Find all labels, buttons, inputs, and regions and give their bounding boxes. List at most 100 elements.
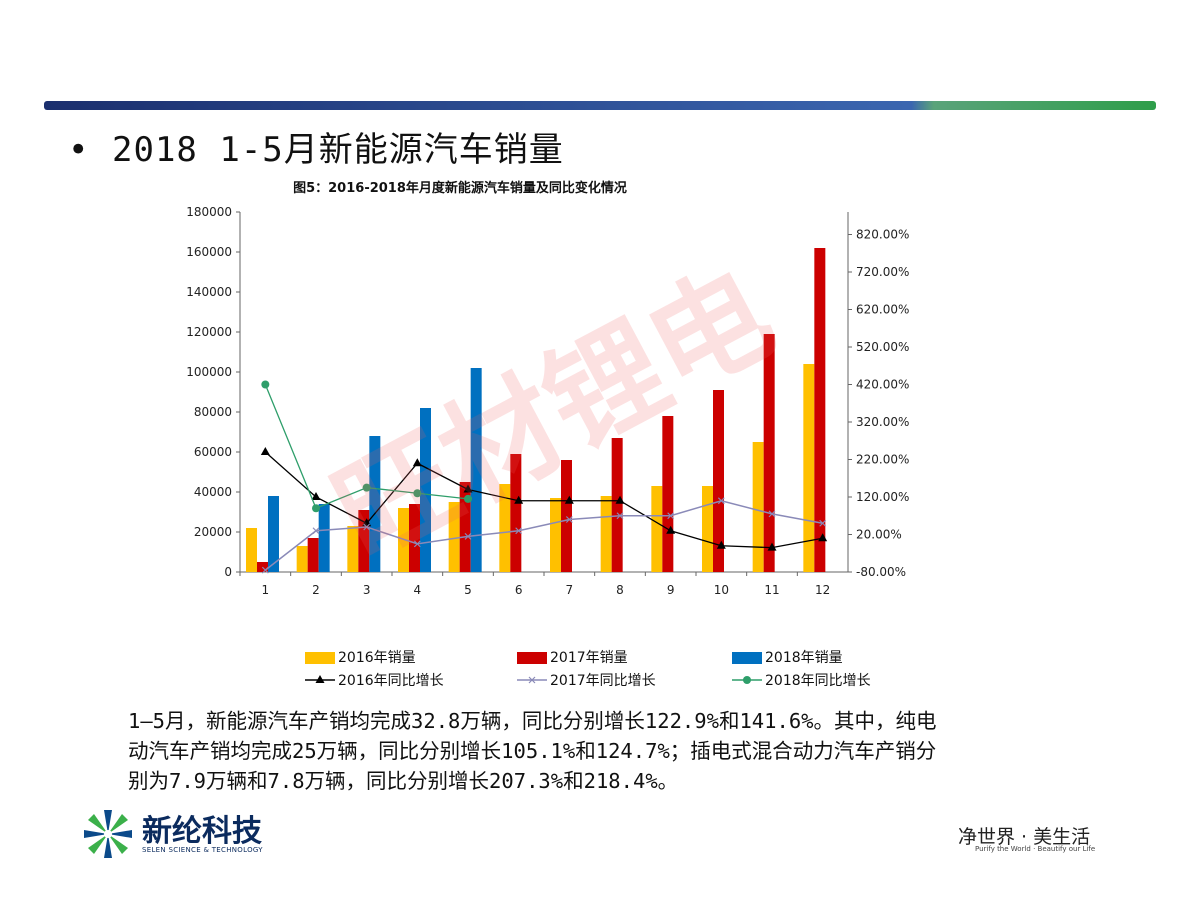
bar-2018	[470, 368, 482, 572]
x-tick-label: 6	[515, 583, 523, 597]
growth-point-2017	[616, 512, 624, 520]
y2-tick-label: 820.00%	[856, 228, 909, 242]
logo-name: 新纶科技	[142, 814, 262, 849]
y-tick-label: 100000	[186, 365, 232, 379]
x-tick-label: 1	[262, 583, 270, 597]
legend-marker	[528, 676, 536, 684]
growth-point-2017	[464, 532, 472, 540]
bar-2017	[358, 510, 370, 572]
bar-2016	[296, 546, 308, 572]
legend-label: 2016年销量	[338, 650, 416, 666]
bar-2016	[448, 502, 460, 572]
x-tick-label: 3	[363, 583, 371, 597]
chart-title: 图5：2016-2018年月度新能源汽车销量及同比变化情况	[293, 180, 627, 196]
legend-swatch-bar	[305, 652, 335, 664]
growth-point-2017	[717, 497, 725, 505]
bar-2017	[459, 482, 471, 572]
legend-label: 2017年同比增长	[550, 673, 656, 689]
company-logo-icon	[84, 810, 132, 858]
y-tick-label: 0	[224, 565, 232, 579]
legend-label: 2018年销量	[765, 650, 843, 666]
growth-point-2017	[413, 540, 421, 548]
bar-2016	[550, 498, 561, 572]
bar-2017	[611, 438, 623, 572]
x-tick-label: 10	[714, 583, 729, 597]
growth-point-2018	[464, 494, 472, 503]
bar-2017	[763, 334, 775, 572]
growth-point-2017	[312, 527, 320, 535]
y-tick-label: 160000	[186, 245, 232, 259]
growth-point-2016	[311, 492, 321, 500]
growth-point-2017	[261, 566, 269, 574]
bar-2016	[752, 442, 764, 572]
bar-2016	[347, 526, 359, 572]
legend-label: 2017年销量	[550, 650, 628, 666]
y-tick-label: 40000	[194, 485, 232, 499]
bar-2017	[510, 454, 522, 572]
growth-point-2016	[615, 495, 625, 504]
y2-tick-label: 620.00%	[856, 303, 909, 317]
growth-line-2017	[264, 499, 823, 571]
y2-tick-label: 320.00%	[856, 415, 909, 429]
x-tick-label: 7	[566, 583, 574, 597]
growth-point-2016	[767, 542, 777, 551]
legend-marker	[315, 675, 325, 683]
y-tick-label: 20000	[194, 525, 232, 539]
growth-point-2016	[818, 533, 828, 542]
header-bar	[44, 101, 1156, 110]
bar-2017	[814, 248, 826, 572]
y2-tick-label: -80.00%	[856, 565, 906, 579]
x-tick-label: 12	[815, 583, 830, 597]
body-line-3: 别为7.9万辆和7.8万辆，同比分别增长207.3%和218.4%。	[128, 769, 679, 793]
bar-2016	[702, 486, 713, 572]
bar-2016	[803, 364, 815, 572]
growth-point-2016	[514, 495, 524, 504]
x-tick-label: 8	[616, 583, 624, 597]
bar-2017	[307, 538, 319, 572]
growth-point-2016	[260, 447, 270, 455]
legend-swatch-bar	[732, 652, 762, 664]
x-tick-label: 5	[464, 583, 472, 597]
y2-tick-label: 20.00%	[856, 528, 902, 542]
bar-2017	[561, 460, 572, 572]
y-tick-label: 60000	[194, 445, 232, 459]
growth-point-2018	[413, 489, 422, 498]
growth-line-2016	[264, 451, 823, 549]
bar-2016	[651, 486, 663, 572]
bullet: •	[68, 130, 90, 170]
y-tick-label: 80000	[194, 405, 232, 419]
legend-label: 2016年同比增长	[338, 673, 444, 689]
growth-point-2017	[515, 527, 523, 535]
body-line-1: 1—5月，新能源汽车产销均完成32.8万辆，同比分别增长122.9%和141.6…	[128, 709, 937, 733]
growth-point-2017	[565, 516, 573, 523]
slogan-subtitle: Purify the World · Beautify our Life	[975, 845, 1096, 853]
y-tick-label: 120000	[186, 325, 232, 339]
bar-2016	[600, 496, 612, 572]
growth-point-2016	[463, 484, 473, 493]
x-tick-label: 9	[667, 583, 675, 597]
bar-2018	[318, 504, 330, 572]
y2-tick-label: 720.00%	[856, 265, 909, 279]
growth-point-2018	[312, 504, 320, 513]
body-line-2: 动汽车产销均完成25万辆，同比分别增长105.1%和124.7%；插电式混合动力…	[128, 739, 937, 763]
growth-point-2018	[362, 483, 371, 492]
slide-title: • 2018 1-5月新能源汽车销量	[68, 128, 564, 172]
y2-tick-label: 520.00%	[856, 340, 909, 354]
sales-chart: 图5：2016-2018年月度新能源汽车销量及同比变化情况 0 20000 40000…	[186, 180, 909, 689]
bar-2017	[662, 416, 674, 572]
slogan: 净世界 · 美生活	[958, 826, 1091, 848]
growth-point-2017	[819, 519, 827, 527]
growth-point-2017	[667, 512, 675, 520]
growth-point-2016	[412, 458, 422, 467]
y2-tick-label: 220.00%	[856, 453, 909, 467]
bar-2017	[713, 390, 724, 572]
growth-point-2016	[564, 495, 574, 504]
y-tick-label: 140000	[186, 285, 232, 299]
y2-tick-label: 120.00%	[856, 490, 909, 504]
body-text: 1—5月，新能源汽车产销均完成32.8万辆，同比分别增长122.9%和141.6…	[128, 706, 1158, 796]
slide-title-text: 2018 1-5月新能源汽车销量	[112, 130, 564, 170]
growth-point-2018	[261, 380, 270, 389]
bar-2018	[420, 408, 431, 572]
bar-2018	[268, 496, 279, 572]
growth-point-2016	[716, 540, 726, 549]
